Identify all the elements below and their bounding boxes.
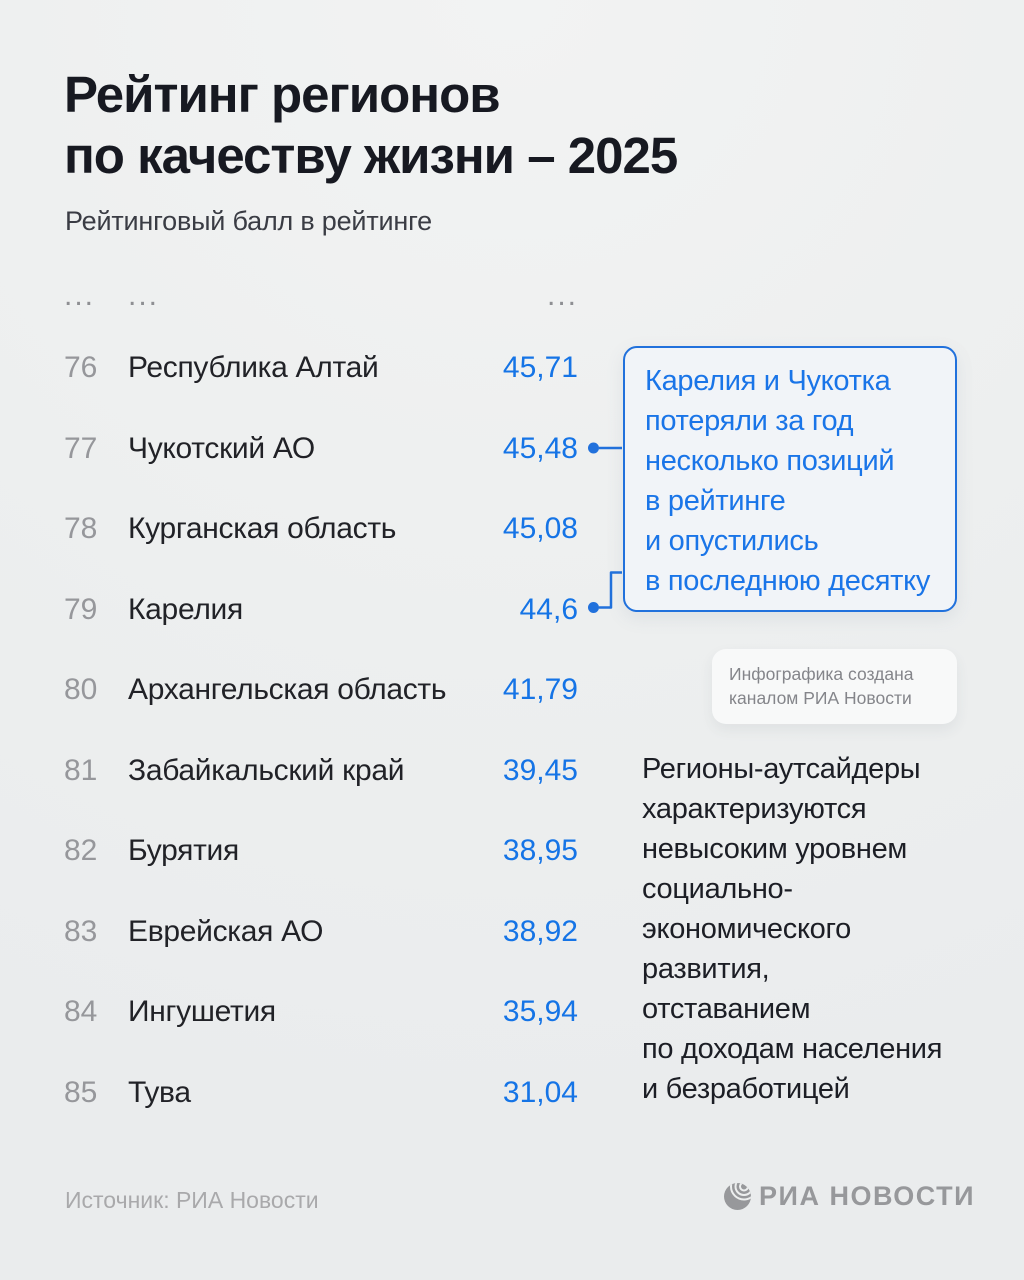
page-title-line1: Рейтинг регионов [64,66,501,123]
rank-cell: 82 [64,834,98,868]
rank-cell: 77 [64,431,98,465]
rank-cell: 79 [64,592,98,626]
page-title-line2: по качеству жизни – 2025 [64,127,678,184]
table-row: 85 Тува 31,04 [64,1053,578,1134]
region-cell: Ингушетия [128,995,276,1029]
callout-box: Карелия и Чукотка потеряли за год нескол… [623,346,957,612]
score-cell: 38,92 [502,914,578,948]
score-cell: 45,48 [502,431,578,465]
credit-text: Инфографика создана каналом РИА Новости [729,664,914,708]
credit-box: Инфографика создана каналом РИА Новости [712,649,957,724]
rank-cell: 78 [64,512,98,546]
score-cell: 35,94 [502,995,578,1029]
ria-novosti-logo: РИА НОВОСТИ [724,1181,975,1212]
score-cell: 41,79 [502,673,578,707]
ranking-table: 76 Республика Алтай 45,71 77 Чукотский А… [64,328,578,1133]
region-cell: Бурятия [128,834,239,868]
ellipsis-region: ... [128,279,160,312]
rank-cell: 80 [64,673,98,707]
region-cell: Республика Алтай [128,351,379,385]
rank-cell: 76 [64,351,98,385]
callout-text: Карелия и Чукотка потеряли за год нескол… [645,365,931,597]
table-row: 83 Еврейская АО 38,92 [64,892,578,973]
ria-globe-icon [724,1183,752,1210]
table-row: 84 Ингушетия 35,94 [64,972,578,1053]
table-row: 81 Забайкальский край 39,45 [64,731,578,812]
table-ellipsis-row: ... ... ... [64,276,578,316]
score-cell: 38,95 [502,834,578,868]
ellipsis-rank: ... [64,279,96,312]
ellipsis-score: ... [546,279,578,312]
rank-cell: 84 [64,995,98,1029]
score-cell: 39,45 [502,753,578,787]
region-cell: Тува [128,1075,191,1109]
score-cell: 45,08 [502,512,578,546]
outsiders-note: Регионы-аутсайдеры характеризуются невыс… [642,753,943,1105]
table-row: 79 Карелия 44,6 [64,570,578,651]
score-cell: 31,04 [502,1075,578,1109]
rank-cell: 81 [64,753,98,787]
score-cell: 44,6 [519,592,578,626]
page-subtitle: Рейтинговый балл в рейтинге [65,206,432,236]
page-title: Рейтинг регионов по качеству жизни – 202… [64,64,924,186]
region-cell: Еврейская АО [128,914,324,948]
region-cell: Забайкальский край [128,753,405,787]
table-row: 80 Архангельская область 41,79 [64,650,578,731]
ria-logo-text: РИА НОВОСТИ [759,1181,975,1211]
rank-cell: 83 [64,914,98,948]
rank-cell: 85 [64,1075,98,1109]
region-cell: Чукотский АО [128,431,315,465]
region-cell: Карелия [128,592,243,626]
region-cell: Архангельская область [128,673,447,707]
connector-dot-chukotka [588,442,599,454]
table-row: 77 Чукотский АО 45,48 [64,409,578,490]
connector-dot-karelia [588,602,599,613]
table-row: 82 Бурятия 38,95 [64,811,578,892]
table-row: 76 Республика Алтай 45,71 [64,328,578,409]
table-row: 78 Курганская область 45,08 [64,489,578,570]
source-text: Источник: РИА Новости [65,1187,319,1213]
region-cell: Курганская область [128,512,397,546]
score-cell: 45,71 [502,351,578,385]
